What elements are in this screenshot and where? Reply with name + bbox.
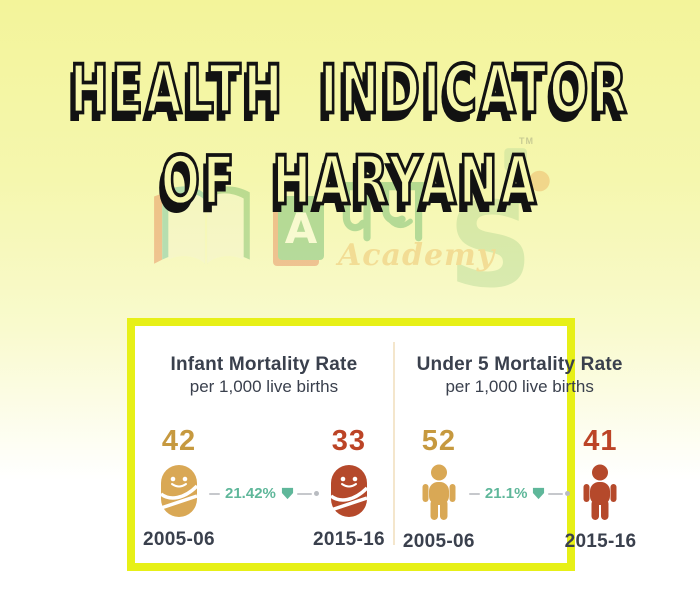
connector-dot	[313, 491, 319, 497]
stat-value-start: 52	[421, 425, 456, 458]
panel-title: Under 5 Mortality Rate	[416, 354, 623, 375]
standing-child-icon	[421, 464, 457, 521]
change-percent-label: 21.1%	[484, 485, 528, 503]
stat-value-end: 41	[583, 425, 618, 458]
swaddled-baby-icon	[329, 464, 368, 518]
logo-letter-a: A	[284, 203, 318, 253]
logo-letter-a-badge: A	[278, 196, 324, 260]
panel-divider	[392, 342, 395, 545]
year-start-label: 2005-06	[402, 531, 475, 553]
year-end-label: 2015-16	[313, 529, 385, 551]
panel-subtitle: per 1,000 live births	[445, 377, 594, 397]
connector-dot	[565, 491, 571, 497]
connector-dash	[468, 492, 480, 495]
swaddled-baby-icon	[160, 464, 198, 518]
logo-letter-s: S	[448, 176, 533, 314]
trademark-mark: TM	[519, 136, 534, 146]
connector-line	[548, 492, 564, 495]
stat-value-start: 42	[161, 425, 197, 458]
mortality-stats-card: Infant Mortality Rate per 1,000 live bir…	[127, 318, 636, 571]
logo-geometric-shapes	[504, 148, 550, 204]
year-start-label: 2005-06	[143, 529, 215, 551]
logo-academy-script: Academy	[338, 238, 496, 273]
page-title-line2: OF HARYANA	[160, 139, 540, 221]
connector-dash	[209, 492, 220, 495]
decrease-arrow-icon	[532, 487, 545, 500]
standing-child-icon	[582, 464, 618, 521]
change-connector: 21.42%	[209, 485, 319, 502]
change-percent-label: 21.42%	[225, 485, 276, 503]
stat-end: 33	[319, 427, 379, 518]
stat-value-end: 33	[331, 425, 366, 458]
panel-under5-mortality: Under 5 Mortality Rate per 1,000 live bi…	[395, 326, 645, 563]
decrease-arrow-icon	[281, 487, 294, 500]
panel-title: Infant Mortality Rate	[170, 354, 358, 375]
logo-hindi-bhya-glyph	[334, 182, 432, 242]
change-connector: 21.1%	[468, 485, 571, 503]
year-end-label: 2015-16	[564, 531, 637, 553]
page-title-line1: HEALTH INDICATOR	[69, 48, 630, 130]
stat-end: 41	[570, 425, 630, 521]
panel-subtitle: per 1,000 live births	[189, 377, 339, 397]
panel-infant-mortality: Infant Mortality Rate per 1,000 live bir…	[135, 326, 393, 563]
stat-start: 52	[409, 425, 469, 521]
connector-line	[296, 492, 312, 495]
stat-start: 42	[149, 427, 209, 518]
open-book-icon	[154, 186, 250, 264]
